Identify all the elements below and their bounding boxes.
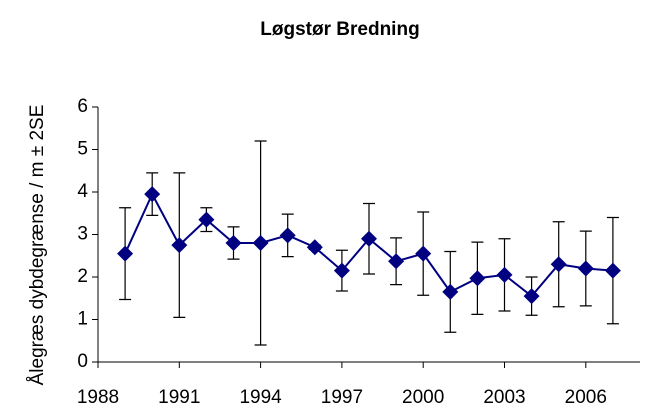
y-tick-label: 5 — [77, 139, 88, 160]
data-point — [388, 253, 405, 270]
x-tick-label: 1991 — [158, 387, 200, 408]
y-tick-label: 2 — [77, 266, 88, 287]
y-tick-label: 6 — [77, 96, 88, 117]
data-point — [496, 266, 513, 283]
x-tick-label: 2003 — [483, 387, 525, 408]
x-tick-label: 2000 — [402, 387, 444, 408]
x-tick-label: 2006 — [565, 387, 607, 408]
data-point — [117, 245, 134, 262]
y-tick-label: 1 — [77, 309, 88, 330]
y-axis-label: Ålegræs dybdegrænse / m ± 2SE — [27, 105, 48, 386]
y-tick-label: 3 — [77, 224, 88, 245]
data-point — [306, 239, 323, 256]
data-point — [415, 245, 432, 262]
data-point — [144, 186, 161, 203]
data-point — [333, 262, 350, 279]
data-point — [171, 237, 188, 254]
data-point — [361, 230, 377, 247]
data-point — [550, 256, 567, 273]
x-tick-label: 1997 — [321, 387, 363, 408]
data-point — [252, 235, 269, 251]
data-point — [604, 262, 621, 279]
data-point — [469, 270, 486, 287]
x-tick-label: 1988 — [77, 387, 119, 408]
y-tick-label: 0 — [77, 351, 88, 372]
data-point — [523, 288, 540, 305]
data-point — [279, 227, 296, 244]
chart-title: Løgstør Bredning — [260, 19, 419, 40]
x-tick-label: 1994 — [239, 387, 282, 408]
data-point — [225, 235, 242, 251]
data-point — [198, 211, 215, 228]
data-point — [442, 283, 459, 300]
y-tick-label: 4 — [77, 181, 88, 202]
data-point — [577, 260, 594, 277]
